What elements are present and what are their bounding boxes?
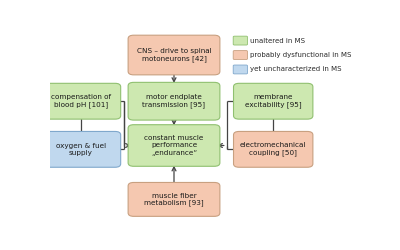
Text: motor endplate
transmission [95]: motor endplate transmission [95]	[142, 94, 206, 108]
Text: membrane
excitability [95]: membrane excitability [95]	[245, 94, 302, 108]
FancyBboxPatch shape	[234, 83, 313, 119]
FancyBboxPatch shape	[128, 182, 220, 216]
FancyBboxPatch shape	[233, 65, 248, 74]
Text: muscle fiber
metabolism [93]: muscle fiber metabolism [93]	[144, 192, 204, 206]
Text: electromechanical
coupling [50]: electromechanical coupling [50]	[240, 142, 306, 156]
FancyBboxPatch shape	[41, 83, 121, 119]
FancyBboxPatch shape	[234, 132, 313, 167]
Text: constant muscle
performance
„endurance“: constant muscle performance „endurance“	[144, 136, 204, 156]
FancyBboxPatch shape	[233, 50, 248, 59]
Text: unaltered in MS: unaltered in MS	[250, 38, 305, 44]
Text: yet uncharacterized in MS: yet uncharacterized in MS	[250, 66, 342, 72]
Text: compensation of
blood pH [101]: compensation of blood pH [101]	[51, 94, 111, 108]
FancyBboxPatch shape	[128, 82, 220, 120]
Text: CNS – drive to spinal
motoneurons [42]: CNS – drive to spinal motoneurons [42]	[137, 48, 211, 62]
FancyBboxPatch shape	[233, 36, 248, 45]
Text: oxygen & fuel
supply: oxygen & fuel supply	[56, 143, 106, 156]
FancyBboxPatch shape	[41, 132, 121, 167]
Text: probably dysfunctional in MS: probably dysfunctional in MS	[250, 52, 351, 58]
FancyBboxPatch shape	[128, 35, 220, 75]
FancyBboxPatch shape	[128, 125, 220, 166]
